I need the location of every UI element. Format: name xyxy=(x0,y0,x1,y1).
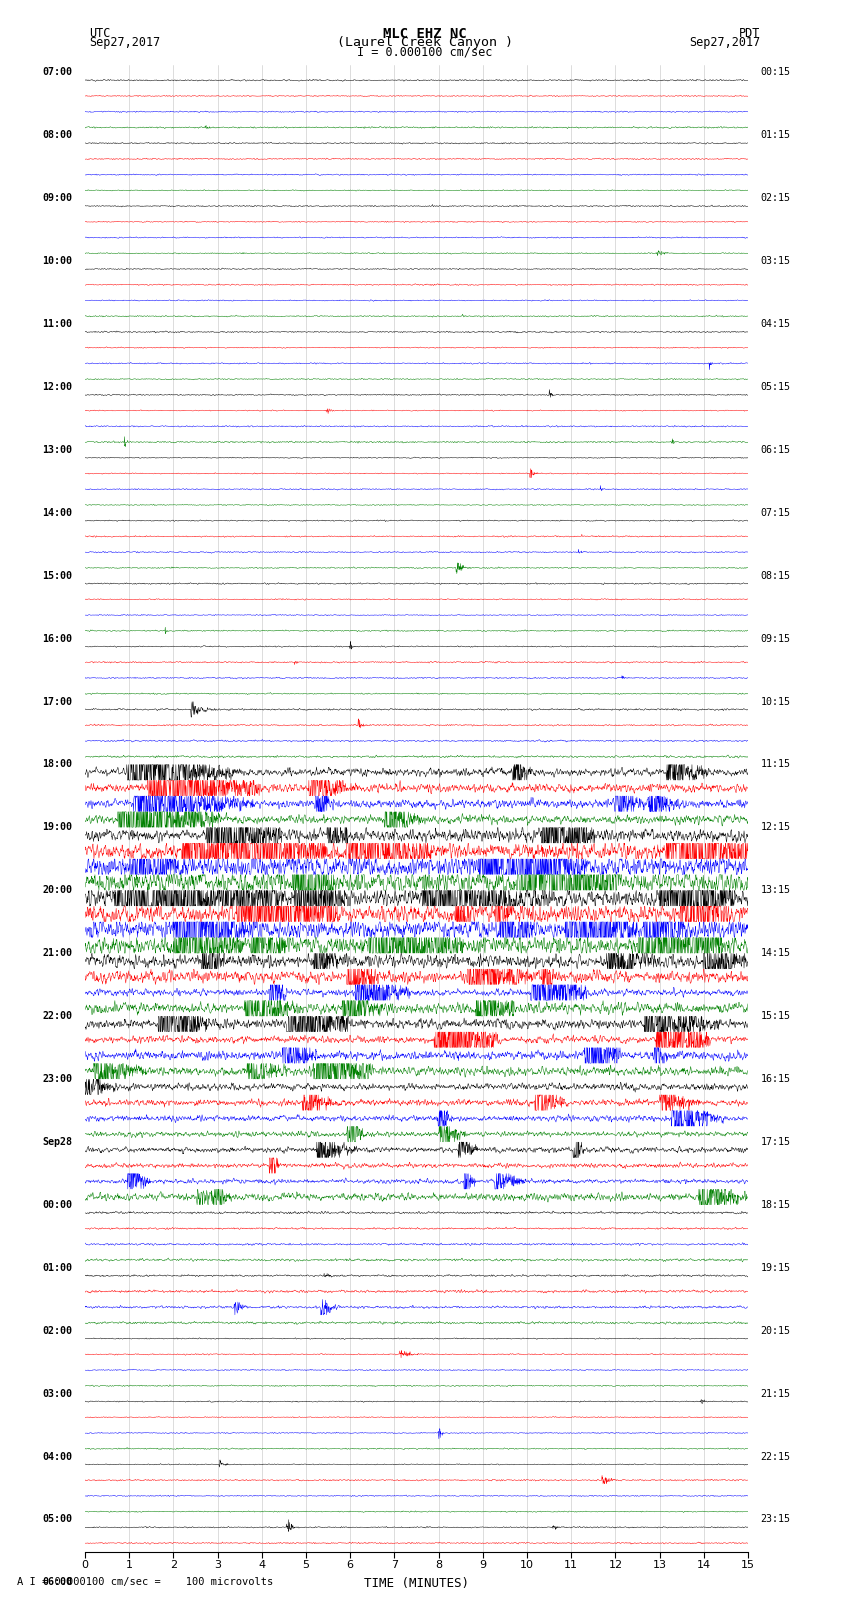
Text: 04:00: 04:00 xyxy=(42,1452,72,1461)
Text: 08:15: 08:15 xyxy=(761,571,790,581)
Text: MLC EHZ NC: MLC EHZ NC xyxy=(383,26,467,40)
Text: Sep27,2017: Sep27,2017 xyxy=(89,37,161,50)
Text: 03:00: 03:00 xyxy=(42,1389,72,1398)
Text: PDT: PDT xyxy=(740,26,761,40)
Text: Sep28: Sep28 xyxy=(42,1137,72,1147)
Text: A I = 0.000100 cm/sec =    100 microvolts: A I = 0.000100 cm/sec = 100 microvolts xyxy=(17,1578,273,1587)
Text: 20:15: 20:15 xyxy=(761,1326,790,1336)
Text: 10:00: 10:00 xyxy=(42,256,72,266)
Text: 23:00: 23:00 xyxy=(42,1074,72,1084)
Text: 17:00: 17:00 xyxy=(42,697,72,706)
Text: 01:00: 01:00 xyxy=(42,1263,72,1273)
Text: (Laurel Creek Canyon ): (Laurel Creek Canyon ) xyxy=(337,37,513,50)
Text: 14:00: 14:00 xyxy=(42,508,72,518)
Text: Sep27,2017: Sep27,2017 xyxy=(689,37,761,50)
Text: 05:15: 05:15 xyxy=(761,382,790,392)
Text: 22:00: 22:00 xyxy=(42,1011,72,1021)
Text: I = 0.000100 cm/sec: I = 0.000100 cm/sec xyxy=(357,45,493,60)
Text: UTC: UTC xyxy=(89,26,110,40)
Text: 23:15: 23:15 xyxy=(761,1515,790,1524)
Text: 01:15: 01:15 xyxy=(761,131,790,140)
Text: 21:15: 21:15 xyxy=(761,1389,790,1398)
Text: 16:15: 16:15 xyxy=(761,1074,790,1084)
Text: 09:00: 09:00 xyxy=(42,194,72,203)
Text: 21:00: 21:00 xyxy=(42,948,72,958)
Text: 17:15: 17:15 xyxy=(761,1137,790,1147)
Text: 16:00: 16:00 xyxy=(42,634,72,644)
Text: 10:15: 10:15 xyxy=(761,697,790,706)
Text: 13:15: 13:15 xyxy=(761,886,790,895)
Text: 12:15: 12:15 xyxy=(761,823,790,832)
Text: 20:00: 20:00 xyxy=(42,886,72,895)
Text: 14:15: 14:15 xyxy=(761,948,790,958)
Text: 08:00: 08:00 xyxy=(42,131,72,140)
Text: 11:15: 11:15 xyxy=(761,760,790,769)
Text: 12:00: 12:00 xyxy=(42,382,72,392)
Text: 06:15: 06:15 xyxy=(761,445,790,455)
Text: 22:15: 22:15 xyxy=(761,1452,790,1461)
Text: 00:15: 00:15 xyxy=(761,68,790,77)
Text: 19:15: 19:15 xyxy=(761,1263,790,1273)
Text: 04:15: 04:15 xyxy=(761,319,790,329)
Text: 11:00: 11:00 xyxy=(42,319,72,329)
Text: 05:00: 05:00 xyxy=(42,1515,72,1524)
Text: 15:00: 15:00 xyxy=(42,571,72,581)
Text: 18:00: 18:00 xyxy=(42,760,72,769)
Text: 07:15: 07:15 xyxy=(761,508,790,518)
Text: 09:15: 09:15 xyxy=(761,634,790,644)
Text: 07:00: 07:00 xyxy=(42,68,72,77)
Text: 06:00: 06:00 xyxy=(42,1578,72,1587)
Text: 18:15: 18:15 xyxy=(761,1200,790,1210)
Text: 00:00: 00:00 xyxy=(42,1200,72,1210)
X-axis label: TIME (MINUTES): TIME (MINUTES) xyxy=(364,1578,469,1590)
Text: 03:15: 03:15 xyxy=(761,256,790,266)
Text: 02:15: 02:15 xyxy=(761,194,790,203)
Text: 19:00: 19:00 xyxy=(42,823,72,832)
Text: 02:00: 02:00 xyxy=(42,1326,72,1336)
Text: 13:00: 13:00 xyxy=(42,445,72,455)
Text: 15:15: 15:15 xyxy=(761,1011,790,1021)
